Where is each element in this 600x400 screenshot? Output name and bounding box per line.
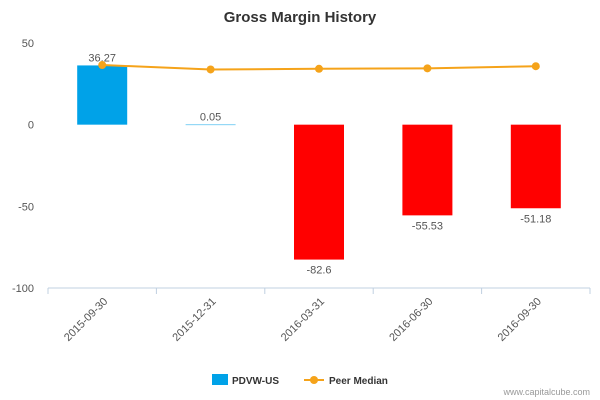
peer-median-point xyxy=(98,61,107,70)
legend-label-pdvw: PDVW-US xyxy=(232,376,279,387)
bar-data-label: -82.6 xyxy=(306,265,331,277)
bar xyxy=(510,124,561,209)
bar-data-label: 36.27 xyxy=(88,52,116,64)
x-tick-label: 2015-09-30 xyxy=(62,296,110,344)
peer-median-point xyxy=(315,64,323,73)
legend: PDVW-US Peer Median xyxy=(212,374,388,387)
bar-series xyxy=(77,65,561,260)
peer-median-point xyxy=(531,62,540,71)
x-tick-label: 2016-09-30 xyxy=(496,296,544,344)
x-axis: 2015-09-30 2015-12-31 2016-03-31 2016-06-30… xyxy=(47,287,591,344)
peer-median-series xyxy=(98,61,540,74)
bar-data-label: -51.18 xyxy=(520,213,551,225)
chart-title: Gross Margin History xyxy=(224,9,377,26)
y-tick-label: -50 xyxy=(18,201,34,213)
x-tick-label: 2015-12-31 xyxy=(170,296,218,344)
bar-data-label: -55.53 xyxy=(412,220,443,232)
y-tick-label: 0 xyxy=(28,120,34,132)
bar-data-label: 0.05 xyxy=(200,112,221,124)
peer-median-point xyxy=(206,65,215,74)
credit-text: www.capitalcube.com xyxy=(502,387,590,397)
legend-label-peer-median: Peer Median xyxy=(329,376,388,387)
y-axis: 50 0 -50 -100 xyxy=(12,38,34,295)
x-tick-label: 2016-06-30 xyxy=(387,296,435,344)
y-tick-label: -100 xyxy=(12,283,34,295)
bar xyxy=(77,65,128,125)
legend-marker-peer-median xyxy=(310,376,318,384)
x-tick-label: 2016-03-31 xyxy=(279,296,327,344)
bar xyxy=(402,124,453,216)
legend-swatch-pdvw xyxy=(212,374,228,385)
bar xyxy=(294,124,344,260)
peer-median-point xyxy=(423,64,432,73)
y-tick-label: 50 xyxy=(22,38,34,50)
bar xyxy=(185,124,236,126)
bar-data-labels: 36.27 0.05 -82.6 -55.53 -51.18 xyxy=(88,52,551,276)
